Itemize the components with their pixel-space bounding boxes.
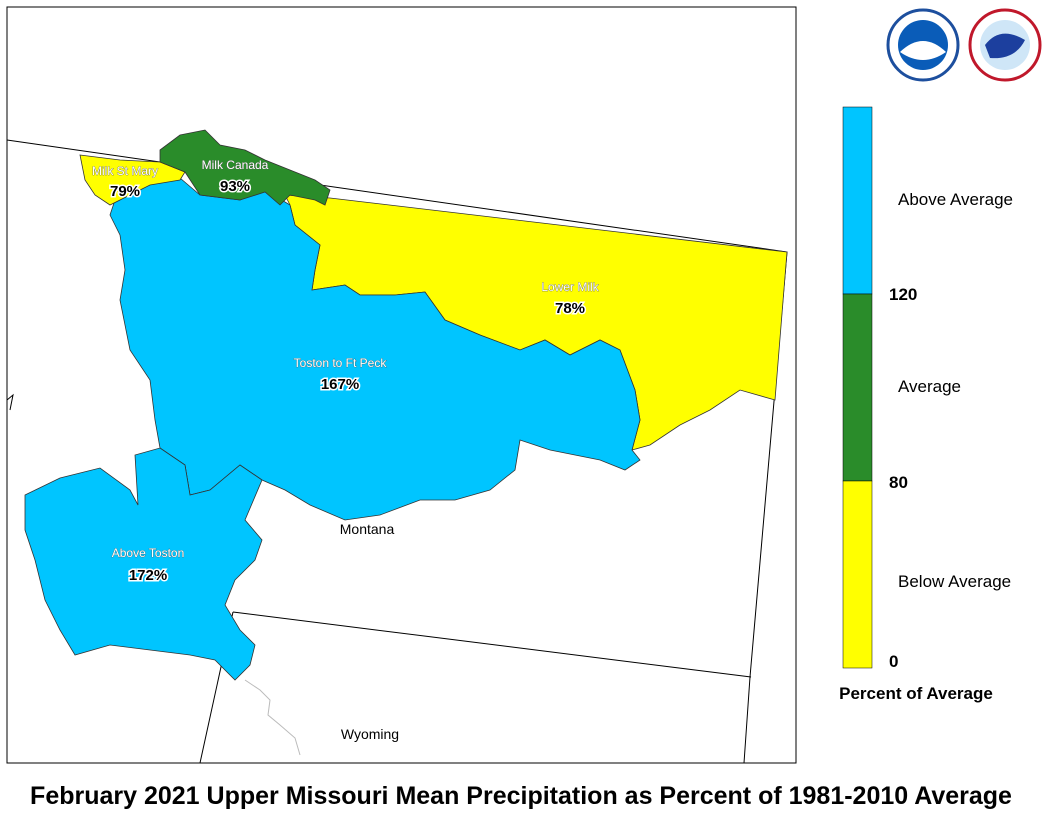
region-percent: 93% [220,178,250,195]
region-percent: 167% [321,376,359,393]
legend-tick: 0 [889,652,898,671]
basin-milk-st-mary [79,154,186,206]
region-name: Above Toston [112,546,185,560]
nws-logo-cloud [985,33,1025,59]
region-name: Lower Milk [541,280,599,294]
legend-class: Below Average [898,572,1011,591]
region-percent: 79% [110,183,140,200]
noaa-logo-wave [900,41,946,60]
region-name: Milk Canada [202,158,269,172]
map-title: February 2021 Upper Missouri Mean Precip… [30,782,1012,810]
legend: Above Average Average Below Average 120 … [839,106,1013,703]
state-label: Wyoming [341,726,399,742]
legend-title: Percent of Average [839,684,993,703]
legend-tick: 120 [889,285,917,304]
legend-class: Above Average [898,190,1013,209]
legend-swatch [842,293,873,482]
legend-swatch [842,106,873,295]
legend-swatch [842,480,873,669]
legend-tick: 80 [889,473,908,492]
state-label: Montana [340,521,395,537]
basin-milk-canada [159,129,331,206]
legend-class: Average [898,377,961,396]
basin-above-toston [24,447,263,681]
basin-labels: Milk St Mary 79% Milk Canada 93% Lower M… [92,158,600,742]
region-percent: 172% [129,567,167,584]
river-line [244,679,301,756]
region-percent: 78% [555,300,585,317]
region-name: Toston to Ft Peck [294,356,388,370]
logos [886,8,1042,82]
basins [24,129,788,681]
region-name: Milk St Mary [92,164,158,178]
